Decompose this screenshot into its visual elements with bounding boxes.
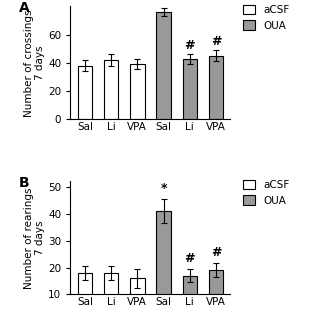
Text: #: #	[211, 246, 221, 260]
Y-axis label: Number of rearings
7 days: Number of rearings 7 days	[24, 187, 45, 289]
Bar	[130, 64, 145, 119]
Text: #: #	[211, 35, 221, 48]
Bar	[78, 273, 92, 320]
Bar	[182, 59, 197, 119]
Bar	[182, 276, 197, 320]
Text: B: B	[19, 176, 30, 190]
Bar	[104, 273, 118, 320]
Legend: aCSF, OUA: aCSF, OUA	[238, 176, 294, 210]
Bar	[156, 211, 171, 320]
Bar	[104, 60, 118, 119]
Legend: aCSF, OUA: aCSF, OUA	[238, 1, 294, 35]
Bar	[156, 12, 171, 119]
Bar	[78, 66, 92, 119]
Bar	[130, 278, 145, 320]
Y-axis label: Number of crossings
7 days: Number of crossings 7 days	[24, 9, 45, 116]
Text: A: A	[19, 1, 30, 15]
Text: *: *	[160, 182, 167, 195]
Bar	[209, 270, 223, 320]
Text: #: #	[184, 252, 195, 265]
Bar	[209, 56, 223, 119]
Text: #: #	[184, 39, 195, 52]
